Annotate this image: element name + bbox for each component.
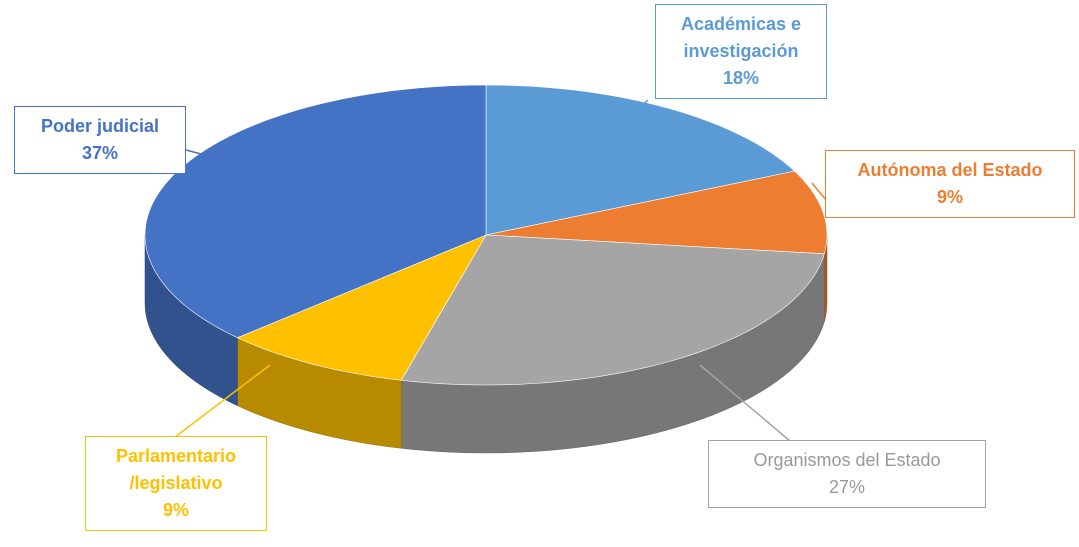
value-label: 27% bbox=[828, 477, 866, 497]
value-label: 9% bbox=[162, 500, 189, 520]
slice bbox=[485, 170, 828, 255]
value-label: 37% bbox=[81, 143, 119, 163]
leader-line bbox=[604, 99, 649, 141]
category-label: Académicas e investigación bbox=[680, 14, 802, 61]
slice bbox=[236, 234, 487, 381]
callout: Académicas e investigación 18% bbox=[655, 4, 827, 99]
leader-line bbox=[185, 149, 236, 164]
slice bbox=[400, 234, 825, 386]
callout: Parlamentario /legislativo 9% bbox=[85, 436, 267, 531]
callout: Organismos del Estado 27% bbox=[708, 440, 986, 508]
callout: Poder judicial 37% bbox=[14, 106, 186, 174]
category-label: Organismos del Estado bbox=[753, 450, 941, 470]
slice bbox=[144, 84, 487, 339]
leader-line bbox=[174, 364, 271, 438]
leader-line bbox=[811, 182, 827, 201]
slice bbox=[485, 84, 796, 236]
callout: Autónoma del Estado 9% bbox=[825, 150, 1075, 218]
category-label: Autónoma del Estado bbox=[857, 160, 1043, 180]
value-label: 9% bbox=[936, 187, 963, 207]
value-label: 18% bbox=[722, 68, 760, 88]
leader-line bbox=[699, 364, 791, 442]
category-label: Poder judicial bbox=[40, 116, 160, 136]
category-label: Parlamentario /legislativo bbox=[115, 446, 237, 493]
